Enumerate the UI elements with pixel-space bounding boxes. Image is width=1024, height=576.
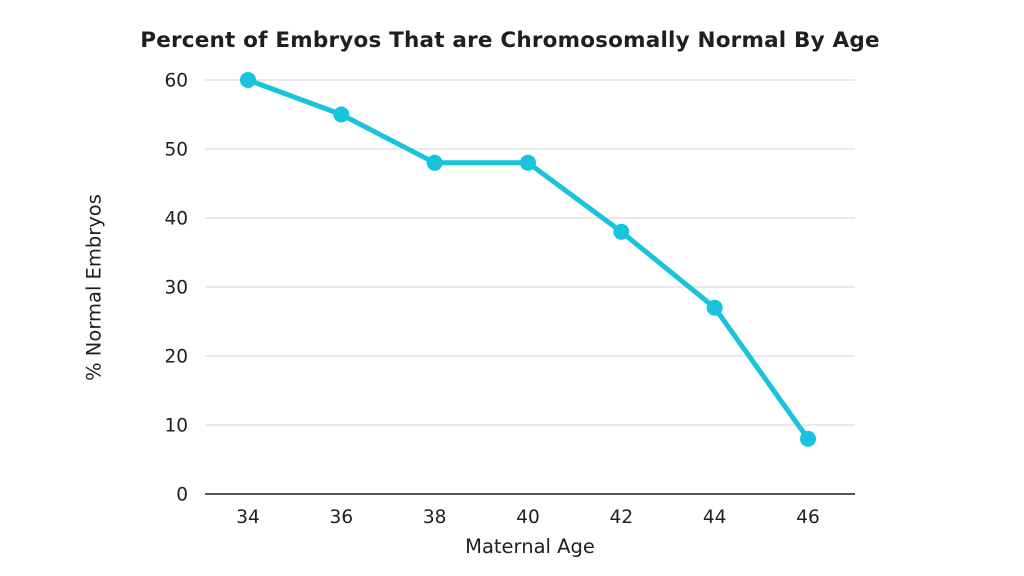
x-tick-label: 36 xyxy=(330,507,354,528)
data-point xyxy=(613,223,630,240)
y-tick-label: 0 xyxy=(176,485,188,506)
x-axis-label: Maternal Age xyxy=(465,535,595,558)
y-tick-label: 50 xyxy=(164,140,188,161)
data-point xyxy=(240,72,256,88)
data-point xyxy=(800,430,816,447)
y-tick-label: 20 xyxy=(164,347,188,368)
y-tick-label: 60 xyxy=(164,71,188,92)
x-tick-label: 46 xyxy=(796,507,820,528)
data-line xyxy=(245,77,811,442)
x-tick-label: 42 xyxy=(610,507,634,528)
y-tick-label: 30 xyxy=(164,278,188,299)
data-point xyxy=(520,154,536,171)
y-tick-label: 10 xyxy=(164,416,188,437)
y-tick-label: 40 xyxy=(164,209,188,230)
x-tick-label: 38 xyxy=(423,507,447,528)
y-axis-label: % Normal Embryos xyxy=(82,194,106,381)
chart-title: Percent of Embryos That are Chromosomall… xyxy=(140,28,880,53)
x-tick-label: 44 xyxy=(703,507,727,528)
x-tick-label: 34 xyxy=(236,507,260,528)
data-point xyxy=(333,106,350,123)
data-point xyxy=(706,299,723,316)
data-point xyxy=(426,154,443,171)
x-tick-label: 40 xyxy=(516,507,540,528)
